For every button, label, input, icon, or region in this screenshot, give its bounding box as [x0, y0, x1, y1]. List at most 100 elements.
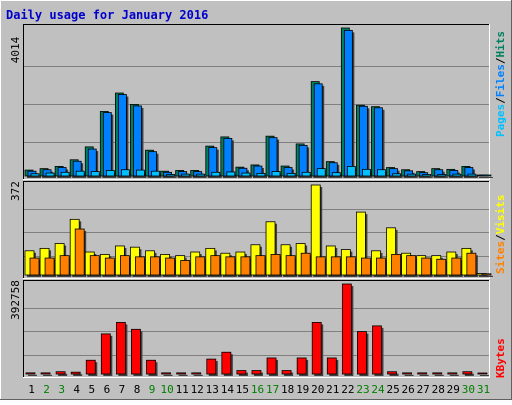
pages-bar-shadow — [439, 176, 448, 178]
day-label: 2 — [43, 383, 50, 396]
files-bar — [374, 107, 383, 177]
pages-bar-shadow — [243, 175, 252, 178]
kbytes-bar — [176, 372, 187, 375]
sites-bar — [89, 255, 100, 276]
pages-bar-shadow — [454, 176, 463, 178]
sites-bar — [59, 255, 70, 276]
sites-bar — [421, 257, 432, 276]
legend-sep-2: / — [494, 57, 507, 64]
sites-bar — [119, 255, 130, 276]
kbytes-bar — [131, 328, 141, 375]
day-label: 29 — [447, 383, 460, 396]
kbytes-bar — [417, 372, 428, 375]
sites-bar — [44, 257, 55, 276]
pages-bar — [316, 168, 326, 177]
legend-pages: Pages — [494, 104, 507, 137]
day-label: 12 — [191, 383, 204, 396]
visits-ymax-label: 372 — [9, 181, 22, 201]
sites-bar — [285, 255, 296, 276]
pages-bar — [90, 171, 100, 177]
x-axis: 1 2 3 4 5 6 7 8 9 10 11 12 13 14 15 16 17 18 19 20 21 22 23 24 2… — [28, 383, 490, 396]
kbytes-bar — [462, 371, 473, 375]
pages-bar — [362, 168, 371, 177]
kbytes-bar — [477, 372, 488, 375]
hits-ymax-label: 4014 — [9, 36, 22, 63]
legend-files: Files — [494, 64, 507, 97]
visits-bar-shadow — [478, 275, 488, 277]
kbytes-bar — [326, 357, 337, 375]
kbytes-bar — [161, 372, 171, 375]
kbytes-bar — [251, 370, 262, 375]
pages-bar — [286, 173, 296, 177]
day-label: 30 — [462, 383, 475, 396]
day-label: 15 — [236, 383, 249, 396]
pages-bar-shadow — [168, 176, 177, 178]
kbytes-bar-shadow — [73, 374, 83, 376]
kbytes-bar-shadow — [434, 374, 444, 376]
kbytes-bar-shadow — [404, 374, 414, 376]
pages-bar — [30, 173, 40, 177]
kbytes-legend: KBytes — [494, 338, 507, 378]
sites-bar — [330, 256, 341, 276]
day-label: 18 — [281, 383, 294, 396]
pages-bar-shadow — [424, 176, 433, 178]
kbytes-bar — [40, 372, 51, 375]
kbytes-bar — [281, 370, 292, 375]
pages-bar — [271, 171, 281, 177]
pages-bar — [437, 174, 447, 177]
pages-bar — [211, 171, 221, 177]
sites-bar — [135, 256, 145, 276]
kbytes-panel — [23, 280, 490, 378]
day-label: 11 — [176, 383, 189, 396]
visits-bar — [356, 211, 366, 276]
sites-bar — [29, 257, 40, 276]
pages-bar — [452, 173, 462, 177]
kbytes-bar — [236, 370, 247, 375]
sites-bar — [165, 257, 175, 276]
pages-bar — [256, 173, 266, 177]
sites-bar — [345, 256, 356, 276]
kbytes-bar — [387, 371, 397, 375]
day-label: 1 — [28, 383, 35, 396]
kbytes-bar — [402, 372, 413, 375]
kbytes-bar — [191, 372, 202, 375]
pages-bar — [482, 174, 492, 177]
day-label: 6 — [104, 383, 111, 396]
sites-bar — [361, 257, 371, 276]
pages-bar — [196, 173, 206, 177]
kbytes-bar — [206, 358, 217, 375]
pages-bar — [467, 173, 477, 177]
pages-bar-shadow — [258, 175, 267, 178]
sites-bar — [300, 252, 311, 276]
pages-bar — [331, 172, 341, 177]
sites-bar — [210, 255, 221, 276]
day-label: 4 — [73, 383, 80, 396]
day-label: 22 — [341, 383, 354, 396]
sites-bar — [104, 257, 115, 276]
visits-bar — [265, 221, 276, 276]
kbytes-bar-shadow — [163, 374, 173, 376]
day-label: 17 — [266, 383, 279, 396]
kbytes-bar-shadow — [193, 374, 203, 376]
sites-bar — [150, 256, 160, 276]
pages-bar — [45, 172, 55, 177]
files-bar — [223, 137, 233, 177]
pages-bar — [392, 173, 401, 177]
day-label: 28 — [432, 383, 445, 396]
day-label: 25 — [386, 383, 399, 396]
visits-panel — [23, 181, 493, 279]
visits-bar — [310, 184, 321, 276]
legend-hits: Hits — [494, 31, 507, 58]
files-bar — [359, 105, 368, 177]
pages-bar-shadow — [409, 176, 418, 178]
kbytes-bar-shadow — [449, 374, 459, 376]
kbytes-ymax-label: 392758 — [9, 280, 22, 320]
sites-bar — [406, 255, 417, 276]
pages-bar-shadow — [198, 176, 207, 178]
day-label: 10 — [160, 383, 173, 396]
files-bar — [117, 94, 127, 177]
pages-bar-shadow — [289, 175, 298, 178]
day-label: 5 — [88, 383, 95, 396]
kbytes-bar — [100, 333, 111, 375]
